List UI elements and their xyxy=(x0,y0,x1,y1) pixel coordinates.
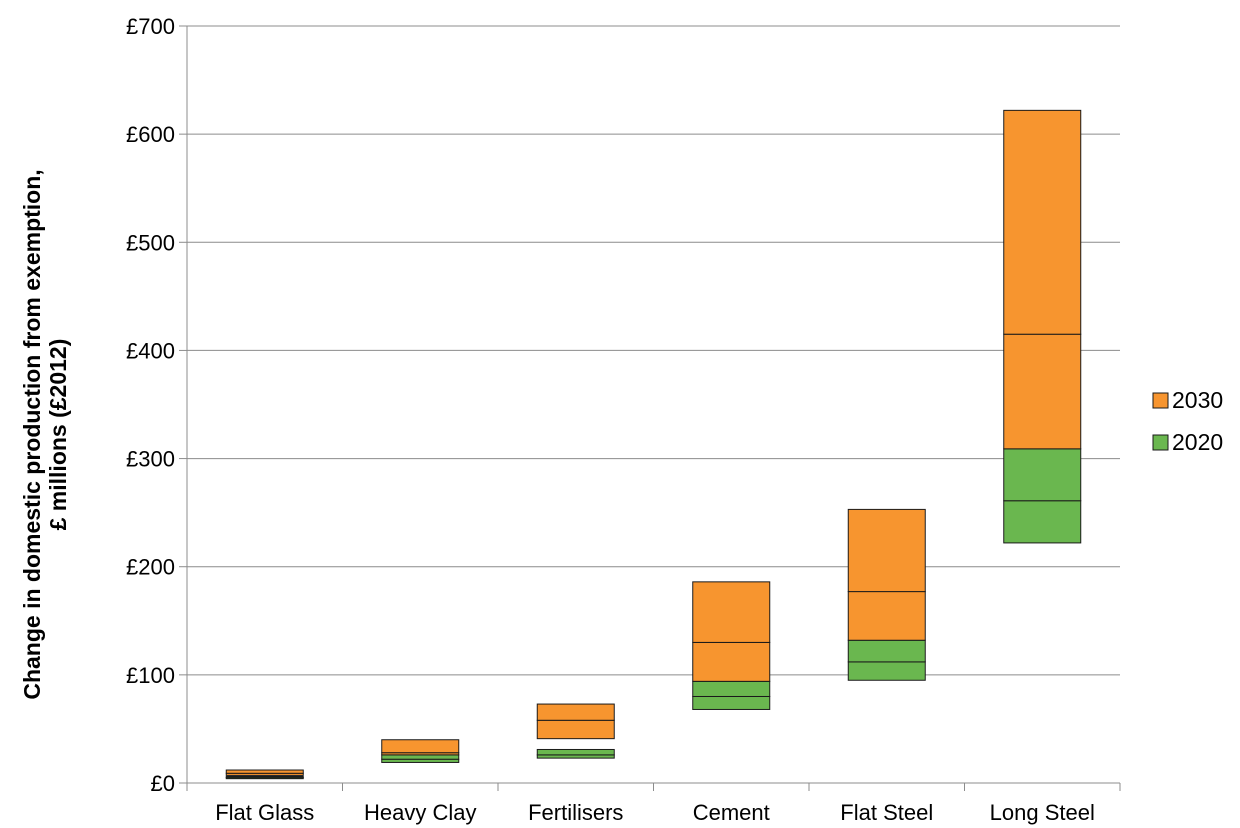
y-axis-label-line: Change in domestic production from exemp… xyxy=(19,169,45,699)
legend-swatch xyxy=(1152,434,1169,451)
legend-label: 2020 xyxy=(1172,429,1223,455)
y-tick-label: £700 xyxy=(126,14,175,39)
bar-segment-2020-upper xyxy=(692,680,771,697)
legend: 2030 2020 xyxy=(1152,387,1223,455)
y-tick-label: £400 xyxy=(126,338,175,363)
legend-label: 2030 xyxy=(1172,387,1223,413)
bar-segment-2030-lower xyxy=(692,641,771,682)
y-tick-label: £300 xyxy=(126,447,175,472)
bar-segment-2030-lower xyxy=(536,719,615,740)
x-tick-label: Flat Steel xyxy=(840,800,933,825)
y-axis: £0 £100 £200 £300 £400 £500 £600 £700 xyxy=(126,14,188,796)
x-tick-label: Flat Glass xyxy=(215,800,314,825)
bar-segment-2030-upper xyxy=(381,739,460,754)
bar-segment-2030-upper xyxy=(692,581,771,643)
bar-segment-2020-upper xyxy=(225,776,304,779)
x-axis: Flat Glass Heavy Clay Fertilisers Cement Fla… xyxy=(186,782,1121,825)
bar-segment-2030-upper xyxy=(847,508,926,593)
bar-segment-2020-lower xyxy=(1003,500,1082,544)
x-tick-label: Long Steel xyxy=(990,800,1095,825)
y-tick-label: £100 xyxy=(126,663,175,688)
bar-segment-2020-upper xyxy=(1003,448,1082,502)
bar-segment-2030-lower xyxy=(1003,333,1082,450)
y-tick-label: £0 xyxy=(151,771,175,796)
y-axis-label-line: £ millions (£2012) xyxy=(45,339,71,531)
bars xyxy=(225,109,1082,780)
legend-swatch xyxy=(1152,392,1169,409)
bar-segment-2030-upper xyxy=(536,703,615,721)
bar-segment-2030-lower xyxy=(847,591,926,641)
x-tick-label: Fertilisers xyxy=(528,800,623,825)
y-tick-label: £600 xyxy=(126,122,175,147)
bar-segment-2020-upper xyxy=(536,748,615,756)
bar-segment-2020-upper xyxy=(847,639,926,663)
x-tick-label: Cement xyxy=(693,800,770,825)
x-tick-label: Heavy Clay xyxy=(364,800,476,825)
bar-segment-2030-upper xyxy=(1003,109,1082,335)
gridlines xyxy=(187,25,1120,676)
bar-segment-2030-upper xyxy=(225,769,304,774)
y-tick-label: £200 xyxy=(126,555,175,580)
bar-segment-2020-lower xyxy=(692,695,771,710)
bar-segment-2020-lower xyxy=(847,661,926,681)
y-axis-label: Change in domestic production from exemp… xyxy=(19,169,71,699)
y-tick-label: £500 xyxy=(126,230,175,255)
bar-segment-2020-upper xyxy=(381,754,460,760)
